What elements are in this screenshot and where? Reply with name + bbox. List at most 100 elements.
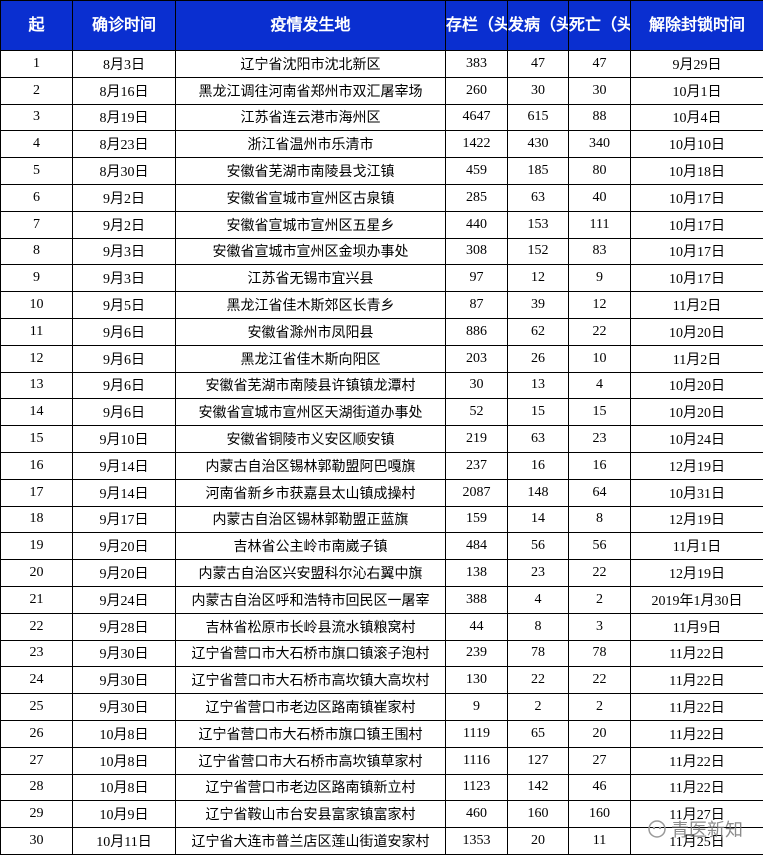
table-cell: 26 (507, 344, 569, 373)
table-row: 19 9月20日 吉林省公主岭市南崴子镇 484 56 56 11月1日 (0, 532, 763, 561)
table-cell: 内蒙古自治区兴安盟科尔沁右翼中旗 (175, 559, 446, 587)
table-cell: 安徽省宣城市宣州区天湖街道办事处 (175, 398, 446, 427)
table-cell: 615 (507, 103, 569, 132)
table-row: 5 8月30日 安徽省芜湖市南陵县戈江镇 459 185 80 10月18日 (0, 157, 763, 185)
table-cell: 153 (507, 210, 569, 239)
table-cell: 安徽省滁州市凤阳县 (175, 317, 446, 346)
table-cell: 10月8日 (72, 746, 176, 775)
table-cell: 9 (568, 264, 631, 293)
table-cell: 340 (568, 130, 631, 159)
table-cell: 12月19日 (630, 451, 763, 480)
table-cell: 11月22日 (630, 746, 763, 775)
table-cell: 388 (445, 585, 508, 614)
table-cell: 8月30日 (72, 157, 176, 185)
table-cell: 20 (507, 827, 569, 855)
table-cell: 47 (568, 50, 631, 78)
table-cell: 27 (0, 746, 73, 775)
table-cell: 203 (445, 344, 508, 373)
table-cell: 安徽省芜湖市南陵县许镇镇龙潭村 (175, 371, 446, 400)
table-cell: 安徽省芜湖市南陵县戈江镇 (175, 157, 446, 185)
table-cell: 10 (0, 291, 73, 319)
table-cell: 8 (507, 612, 569, 641)
table-cell: 22 (568, 317, 631, 346)
table-cell: 4 (568, 371, 631, 400)
table-cell: 10 (568, 344, 631, 373)
table-cell: 80 (568, 157, 631, 185)
table-cell: 10月17日 (630, 210, 763, 239)
table-cell: 9月17日 (72, 505, 176, 534)
table-cell: 4 (507, 585, 569, 614)
table-cell: 11月22日 (630, 666, 763, 695)
table-cell: 10月8日 (72, 773, 176, 802)
watermark-icon (648, 820, 666, 838)
table-row: 17 9月14日 河南省新乡市获嘉县太山镇成操村 2087 148 64 10月31日 (0, 478, 763, 507)
table-row: 1 8月3日 辽宁省沈阳市沈北新区 383 47 47 9月29日 (0, 50, 763, 78)
table-cell: 111 (568, 210, 631, 239)
table-cell: 4 (0, 130, 73, 159)
table-cell: 江苏省连云港市海州区 (175, 103, 446, 132)
table-row: 27 10月8日 辽宁省营口市大石桥市高坎镇草家村 1116 127 27 11月22日 (0, 746, 763, 775)
table-row: 11 9月6日 安徽省滁州市凤阳县 886 62 22 10月20日 (0, 317, 763, 346)
table-cell: 138 (445, 559, 508, 587)
table-cell: 127 (507, 746, 569, 775)
table-cell: 19 (0, 532, 73, 561)
table-row: 4 8月23日 浙江省温州市乐清市 1422 430 340 10月10日 (0, 130, 763, 159)
table-row: 22 9月28日 吉林省松原市长岭县流水镇粮窝村 44 8 3 11月9日 (0, 612, 763, 641)
table-cell: 30 (445, 371, 508, 400)
table-cell: 26 (0, 719, 73, 748)
table-row: 25 9月30日 辽宁省营口市老边区路南镇崔家村 9 2 2 11月22日 (0, 693, 763, 721)
table-cell: 9月14日 (72, 451, 176, 480)
table-cell: 11月2日 (630, 291, 763, 319)
table-cell: 88 (568, 103, 631, 132)
table-cell: 9月6日 (72, 344, 176, 373)
table-cell: 886 (445, 317, 508, 346)
table-cell: 219 (445, 425, 508, 453)
table-cell: 10月31日 (630, 478, 763, 507)
table-cell: 11月22日 (630, 693, 763, 721)
table-cell: 2 (507, 693, 569, 721)
table-row: 26 10月8日 辽宁省营口市大石桥市旗口镇王围村 1119 65 20 11月22日 (0, 719, 763, 748)
table-cell: 黑龙江省佳木斯向阳区 (175, 344, 446, 373)
table-row: 12 9月6日 黑龙江省佳木斯向阳区 203 26 10 11月2日 (0, 344, 763, 373)
table-cell: 285 (445, 183, 508, 212)
table-row: 15 9月10日 安徽省铜陵市义安区顺安镇 219 63 23 10月24日 (0, 425, 763, 453)
table-cell: 10月4日 (630, 103, 763, 132)
table-cell: 383 (445, 50, 508, 78)
table-row: 2 8月16日 黑龙江调往河南省郑州市双汇屠宰场 260 30 30 10月1日 (0, 76, 763, 105)
table-cell: 辽宁省鞍山市台安县富家镇富家村 (175, 800, 446, 829)
table-cell: 2019年1月30日 (630, 585, 763, 614)
table-cell: 浙江省温州市乐清市 (175, 130, 446, 159)
table-row: 23 9月30日 辽宁省营口市大石桥市旗口镇滚子泡村 239 78 78 11月22日 (0, 639, 763, 668)
table-cell: 12 (507, 264, 569, 293)
table-cell: 9 (445, 693, 508, 721)
table-cell: 46 (568, 773, 631, 802)
table-cell: 78 (507, 639, 569, 668)
table-cell: 22 (568, 666, 631, 695)
table-cell: 1353 (445, 827, 508, 855)
table-cell: 440 (445, 210, 508, 239)
table-cell: 65 (507, 719, 569, 748)
table-cell: 16 (507, 451, 569, 480)
table-cell: 12 (0, 344, 73, 373)
table-cell: 15 (568, 398, 631, 427)
table-cell: 30 (0, 827, 73, 855)
table-cell: 44 (445, 612, 508, 641)
table-cell: 11月1日 (630, 532, 763, 561)
table-cell: 47 (507, 50, 569, 78)
table-cell: 9月30日 (72, 639, 176, 668)
table-cell: 吉林省公主岭市南崴子镇 (175, 532, 446, 561)
table-cell: 11月2日 (630, 344, 763, 373)
table-cell: 9月30日 (72, 666, 176, 695)
table-cell: 10月17日 (630, 237, 763, 266)
table-cell: 24 (0, 666, 73, 695)
table-cell: 14 (507, 505, 569, 534)
table-cell: 安徽省宣城市宣州区金坝办事处 (175, 237, 446, 266)
table-cell: 11月22日 (630, 719, 763, 748)
table-cell: 10月10日 (630, 130, 763, 159)
table-cell: 260 (445, 76, 508, 105)
table-cell: 63 (507, 183, 569, 212)
table-cell: 12 (568, 291, 631, 319)
table-cell: 内蒙古自治区锡林郭勒盟阿巴嘎旗 (175, 451, 446, 480)
table-cell: 430 (507, 130, 569, 159)
